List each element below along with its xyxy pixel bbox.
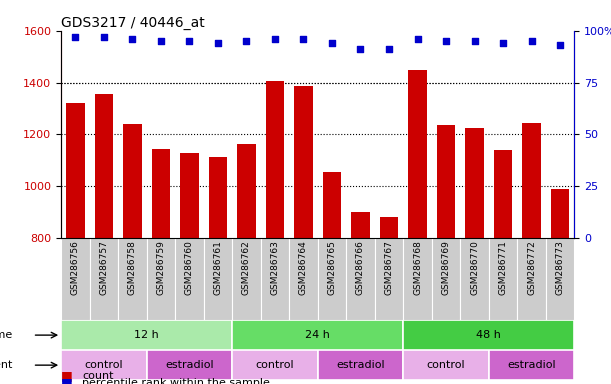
Point (99, 34, 109, 40)
Bar (546, 238, 574, 320)
Bar (289, 238, 318, 320)
Point (213, 40, 223, 46)
Point (412, 36, 422, 42)
Text: GSM286757: GSM286757 (100, 240, 108, 295)
Text: GSM286758: GSM286758 (128, 240, 137, 295)
Bar (489, 238, 518, 320)
Bar (489, 350, 574, 380)
Point (384, 46, 394, 53)
Bar (408, 70, 426, 238)
Bar (323, 172, 341, 238)
Text: control: control (426, 360, 466, 370)
Bar (147, 350, 232, 380)
Point (70, 34, 80, 40)
Point (356, 46, 365, 53)
Text: control: control (84, 360, 123, 370)
Bar (437, 126, 455, 238)
Bar (208, 157, 227, 238)
Bar (403, 320, 574, 350)
Bar (318, 350, 403, 380)
Text: GSM286759: GSM286759 (156, 240, 166, 295)
Bar (95, 94, 113, 238)
Text: GSM286766: GSM286766 (356, 240, 365, 295)
Bar (152, 149, 170, 238)
Bar (237, 144, 255, 238)
Text: GSM286762: GSM286762 (242, 240, 251, 295)
Bar (351, 212, 370, 238)
Bar (494, 150, 512, 238)
Bar (266, 81, 284, 238)
Bar (294, 86, 313, 238)
Text: GSM286772: GSM286772 (527, 240, 536, 295)
Text: estradiol: estradiol (507, 360, 556, 370)
Bar (175, 238, 203, 320)
Bar (147, 238, 175, 320)
Bar (232, 320, 403, 350)
Bar (432, 238, 460, 320)
Bar (203, 238, 232, 320)
Text: percentile rank within the sample: percentile rank within the sample (82, 378, 270, 384)
Text: estradiol: estradiol (336, 360, 385, 370)
Bar (123, 124, 142, 238)
Point (527, 38, 536, 44)
Point (128, 36, 137, 42)
Text: GSM286756: GSM286756 (71, 240, 80, 295)
Text: GSM286765: GSM286765 (327, 240, 337, 295)
Bar (61, 350, 147, 380)
Bar (180, 152, 199, 238)
Point (270, 36, 280, 42)
Text: 48 h: 48 h (477, 330, 501, 340)
Bar (403, 238, 432, 320)
Point (327, 40, 337, 46)
Point (241, 38, 251, 44)
Bar (261, 238, 289, 320)
Bar (118, 238, 147, 320)
Text: GDS3217 / 40446_at: GDS3217 / 40446_at (61, 16, 205, 30)
Text: control: control (255, 360, 295, 370)
Bar (466, 128, 484, 238)
Text: GSM286771: GSM286771 (499, 240, 508, 295)
Bar (61, 238, 90, 320)
Bar (518, 238, 546, 320)
Point (441, 38, 451, 44)
Text: GSM286773: GSM286773 (555, 240, 565, 295)
Text: GSM286767: GSM286767 (384, 240, 393, 295)
Bar (346, 238, 375, 320)
Text: GSM286761: GSM286761 (213, 240, 222, 295)
Bar (66, 103, 84, 238)
Text: time: time (0, 330, 13, 340)
Text: GSM286764: GSM286764 (299, 240, 308, 295)
Text: agent: agent (0, 360, 13, 370)
Point (299, 36, 309, 42)
Text: GSM286768: GSM286768 (413, 240, 422, 295)
Bar (232, 238, 261, 320)
Bar (522, 123, 541, 238)
Bar (232, 350, 318, 380)
Text: GSM286763: GSM286763 (271, 240, 279, 295)
Bar (61, 320, 232, 350)
Text: count: count (82, 371, 114, 381)
Bar (551, 189, 569, 238)
Text: ■: ■ (61, 369, 73, 382)
Point (185, 38, 194, 44)
Text: GSM286770: GSM286770 (470, 240, 479, 295)
Text: ■: ■ (61, 376, 73, 384)
Point (156, 38, 166, 44)
Bar (403, 350, 489, 380)
Bar (379, 217, 398, 238)
Bar (375, 238, 403, 320)
Point (498, 40, 508, 46)
Bar (460, 238, 489, 320)
Text: 12 h: 12 h (134, 330, 159, 340)
Point (555, 42, 565, 48)
Bar (318, 238, 346, 320)
Text: estradiol: estradiol (165, 360, 214, 370)
Bar (90, 238, 118, 320)
Text: GSM286760: GSM286760 (185, 240, 194, 295)
Text: 24 h: 24 h (306, 330, 330, 340)
Text: GSM286769: GSM286769 (442, 240, 450, 295)
Point (470, 38, 480, 44)
